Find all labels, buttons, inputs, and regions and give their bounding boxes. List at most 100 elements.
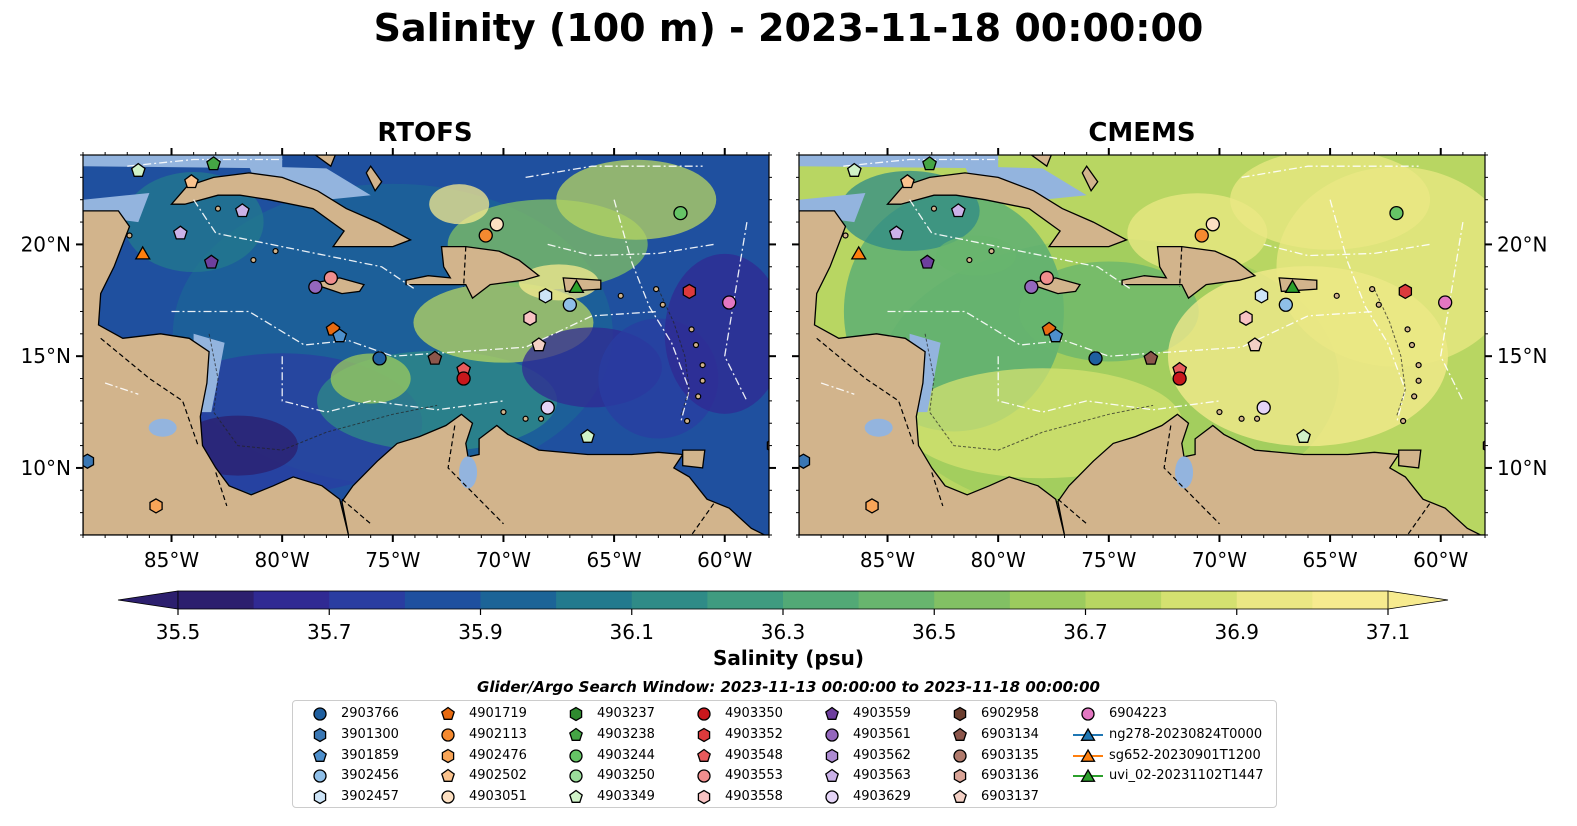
marker-2903766-0-10 [372, 351, 387, 366]
legend-marker-icon [1073, 727, 1103, 741]
marker-4903558-1-19 [1239, 310, 1253, 326]
legend-marker-icon [1081, 707, 1095, 721]
legend-label: 4903562 [853, 747, 911, 763]
legend-marker-3901300 [313, 727, 327, 743]
legend-marker-icon [953, 748, 967, 763]
marker-4903559-1-4 [919, 254, 935, 269]
y-tick-label: 20°N [21, 232, 71, 256]
marker-3902457-0-17 [538, 288, 553, 304]
marker-4903629-0-21 [540, 400, 555, 415]
legend-label: 4903250 [597, 768, 655, 784]
x-tick-label: 60°W [697, 548, 752, 572]
legend-marker-icon [441, 748, 455, 763]
legend-marker-icon [825, 728, 839, 742]
legend-marker-6903134 [953, 727, 967, 741]
legend-label: 4901719 [469, 706, 527, 721]
x-tick-label: 70°W [476, 548, 531, 572]
land-trinidad [1398, 449, 1422, 469]
legend-label: uvi_02-20231102T1447 [1109, 768, 1264, 784]
marker-6903134-0-11 [427, 350, 443, 365]
land-bahamas1 [314, 155, 337, 168]
marker-4903051-0-15 [489, 217, 504, 232]
marker-sg652-20230901T1200-0-3 [134, 245, 151, 260]
legend-marker-icon [569, 727, 583, 741]
legend-marker-4903238 [569, 727, 583, 741]
land-cuba [170, 172, 413, 248]
legend-marker-4902476 [441, 748, 455, 763]
legend-marker-icon [697, 769, 711, 784]
legend-label: 4903352 [725, 726, 783, 742]
colorbar-segment [707, 591, 784, 609]
legend-marker-icon [441, 706, 455, 720]
legend-label: 3901859 [341, 747, 399, 763]
colorbar-segment [480, 591, 557, 609]
marker-4903352-1-24 [1398, 283, 1413, 300]
y-tick-label: 10°N [21, 456, 71, 480]
marker-4903558-0-19 [523, 310, 537, 326]
land-southAmerica [1057, 413, 1485, 535]
colorbar-tick-label: 37.1 [1366, 620, 1411, 644]
land-bahamas1 [1030, 155, 1053, 168]
legend-marker-icon [569, 789, 583, 804]
x-tick-label: 85°W [860, 548, 915, 572]
x-tick-label: 65°W [1302, 548, 1357, 572]
x-tick-label: 80°W [971, 548, 1026, 572]
legend-marker-2903766 [313, 707, 327, 721]
legend-marker-icon [569, 748, 583, 763]
legend-label: 6903137 [981, 789, 1039, 805]
land-southAmerica [341, 413, 769, 535]
x-tick-label: 85°W [144, 548, 199, 572]
legend-marker-4903629 [825, 790, 839, 804]
colorbar: 35.5 35.7 35.9 36.1 36.3 36.5 36.7 36.9 37.1 [117, 590, 1449, 644]
colorbar-tick-label: 36.5 [912, 620, 957, 644]
legend-marker-6902958 [953, 706, 967, 722]
marker-6903137-1-20 [1247, 337, 1263, 352]
marker-4903563-0-2 [172, 225, 188, 240]
legend-label: 4903558 [725, 789, 783, 805]
marker-4902113-0-14 [478, 228, 493, 243]
legend-marker-4903561 [825, 728, 839, 742]
x-tick-label: 60°W [1413, 548, 1468, 572]
legend-marker-4903558 [697, 789, 711, 805]
land-hispaniola [1121, 245, 1257, 300]
legend-label: 6903136 [981, 768, 1039, 784]
legend-marker-icon [1073, 769, 1103, 783]
marker-4903349-0-22 [580, 428, 595, 443]
colorbar-segment [1009, 591, 1086, 609]
legend-label: 4903350 [725, 706, 783, 721]
legend-marker-4903548 [697, 748, 711, 762]
x-tick-label: 75°W [1081, 548, 1136, 572]
legend-marker-4902502 [441, 769, 455, 783]
marker-4903350-1-13 [1172, 371, 1187, 386]
legend-marker-icon [953, 706, 967, 722]
y-tick-label: 10°N [1497, 456, 1547, 480]
marker-4903349-1-0 [846, 162, 862, 177]
legend-marker-icon [313, 727, 327, 743]
legend-label: 6902958 [981, 706, 1039, 721]
x-tick-label: 70°W [1192, 548, 1247, 572]
marker-4902476-0-28 [149, 498, 163, 514]
legend-marker-4903350 [697, 707, 711, 721]
land-bahamas2 [1081, 165, 1099, 193]
legend-label: 4903238 [597, 726, 655, 742]
legend-marker-3901859 [313, 748, 327, 762]
legend-label: 6904223 [1109, 706, 1167, 721]
legend-marker-icon [825, 790, 839, 804]
legend-marker-4903250 [569, 769, 583, 784]
legend-marker-4903244 [569, 748, 583, 763]
colorbar-segment [329, 591, 406, 609]
marker-3902456-0-18 [562, 297, 577, 312]
marker-4903051-1-15 [1205, 217, 1220, 232]
colorbar-segment [556, 591, 633, 609]
marker-4903563-1-5 [950, 203, 966, 218]
marker-4903352-0-24 [682, 283, 697, 300]
marker-4903561-0-6 [308, 279, 323, 295]
colorbar-segment [1312, 591, 1389, 609]
legend-marker-4903352 [697, 727, 711, 743]
x-tick-label: 75°W [365, 548, 420, 572]
marker-3902457-1-17 [1254, 288, 1269, 304]
colorbar-tick-label: 36.1 [609, 620, 654, 644]
land-centralAmerica [799, 210, 1066, 535]
y-tick-label: 15°N [21, 344, 71, 368]
marker-4903563-0-5 [234, 203, 250, 218]
